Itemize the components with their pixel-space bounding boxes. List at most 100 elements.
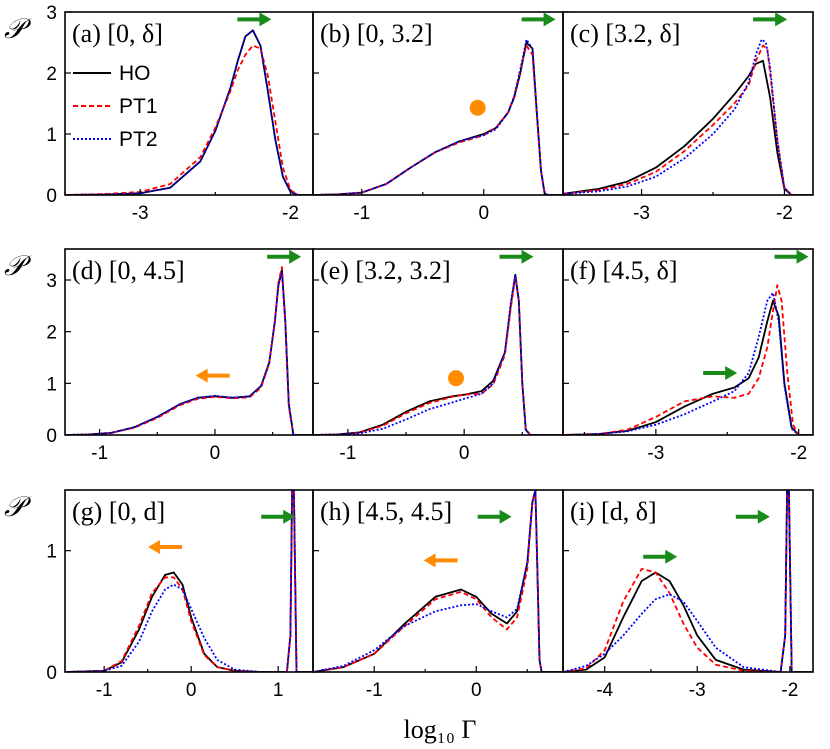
- series-pt2-line: [65, 271, 313, 435]
- y-axis-label-row-3: 𝒫: [4, 492, 32, 523]
- x-tick-label: 0: [471, 680, 482, 701]
- x-tick-label: -1: [91, 443, 108, 464]
- series-ho-line: [563, 490, 813, 672]
- panel-label: (h) [4.5, 4.5]: [320, 497, 452, 526]
- series-pt1-line: [563, 284, 813, 435]
- x-tick-label: -3: [633, 203, 650, 224]
- panel-label: (c) [3.2, δ]: [570, 19, 680, 48]
- panel-label: (d) [0, 4.5]: [72, 256, 185, 285]
- series-group: [563, 284, 813, 435]
- series-ho-line: [65, 268, 313, 435]
- legend-label-pt1: PT1: [119, 95, 158, 118]
- series-ho-line: [313, 273, 563, 435]
- legend-label-pt2: PT2: [119, 128, 158, 151]
- y-tick-label: 1: [46, 125, 57, 146]
- x-tick-label: -2: [282, 203, 299, 224]
- series-pt2-line: [313, 273, 563, 435]
- y-axis-label-row-1: 𝒫: [4, 14, 32, 45]
- series-ho-line: [563, 299, 813, 435]
- series-pt1-line: [563, 490, 813, 672]
- arrow-head-icon: [775, 12, 788, 27]
- panel-a: -3 -2 0 1 2 3 (a) [0, δ] HO PT1 PT2: [46, 3, 314, 224]
- series-group: [563, 490, 813, 672]
- series-pt2-line: [313, 490, 563, 672]
- x-tick-label: -1: [339, 443, 356, 464]
- series-group: [313, 273, 563, 435]
- arrow-head-icon: [259, 12, 272, 27]
- series-pt1-line: [65, 490, 313, 672]
- x-tick-label: -3: [647, 443, 664, 464]
- series-group: [65, 266, 313, 435]
- arrow-head-icon: [543, 12, 556, 27]
- legend-label-ho: HO: [119, 62, 151, 85]
- panel-label: (b) [0, 3.2]: [320, 19, 433, 48]
- arrow-head-icon: [665, 549, 678, 564]
- y-tick-label: 1: [46, 374, 57, 395]
- arrow-head-icon: [757, 509, 770, 524]
- panel-frame: [562, 489, 814, 673]
- arrow-head-icon: [725, 366, 738, 380]
- x-axis-label: log₁₀ Γ: [404, 715, 477, 744]
- series-pt1-line: [65, 44, 313, 195]
- series-group: [65, 490, 313, 672]
- arrow-head-icon: [521, 249, 534, 264]
- panel-frame: [562, 248, 814, 436]
- x-tick-label: -1: [366, 680, 383, 701]
- y-tick-label: 2: [46, 323, 57, 344]
- series-group: [65, 29, 313, 195]
- panel-label: (g) [0, d]: [72, 497, 165, 526]
- series-pt1-line: [313, 276, 563, 435]
- series-group: [313, 490, 563, 672]
- panel-c: -3 -2 (c) [3.2, δ]: [562, 11, 814, 224]
- x-tick-label: -2: [776, 203, 793, 224]
- x-tick-label: -4: [596, 680, 613, 701]
- panel-label: (a) [0, δ]: [72, 19, 163, 48]
- y-tick-label: 3: [46, 3, 57, 24]
- y-tick-label: 0: [46, 663, 57, 684]
- y-tick-label: 2: [46, 64, 57, 85]
- arrow-head-icon: [423, 553, 436, 568]
- panel-f: -3 -2 (f) [4.5, δ]: [562, 248, 814, 464]
- panel-h: -1 0 (h) [4.5, 4.5]: [312, 489, 564, 701]
- x-tick-label: 0: [478, 203, 489, 224]
- x-tick-label: -2: [790, 443, 807, 464]
- y-tick-label: 1: [46, 542, 57, 563]
- series-pt1-line: [313, 44, 563, 195]
- y-tick-label: 3: [46, 271, 57, 292]
- panel-d: -1 0 0 1 2 3 (d) [0, 4.5]: [46, 248, 314, 464]
- arrow-head-icon: [289, 249, 302, 264]
- panel-label: (e) [3.2, 3.2]: [320, 256, 451, 285]
- x-tick-label: -2: [781, 680, 798, 701]
- x-tick-label: -1: [96, 680, 113, 701]
- series-pt2-line: [65, 29, 313, 195]
- x-tick-label: -3: [132, 203, 149, 224]
- arrow-head-icon: [283, 509, 296, 524]
- y-tick-label: 0: [46, 426, 57, 447]
- x-tick-label: 0: [459, 443, 470, 464]
- series-ho-line: [65, 29, 313, 195]
- panel-frame: [562, 11, 814, 196]
- arrow-head-icon: [499, 509, 512, 524]
- series-pt1-line: [65, 266, 313, 435]
- series-ho-line: [313, 41, 563, 195]
- panel-g: -1 0 1 0 1 (g) [0, d]: [46, 489, 314, 701]
- x-tick-label: 1: [273, 680, 284, 701]
- arrow-head-icon: [148, 540, 161, 555]
- marker-dot: [448, 370, 465, 387]
- x-tick-label: 0: [210, 443, 221, 464]
- marker-dot: [469, 99, 486, 116]
- x-tick-label: -1: [353, 203, 370, 224]
- series-pt2-line: [313, 38, 563, 195]
- panel-e: -1 0 (e) [3.2, 3.2]: [312, 248, 564, 464]
- panel-label: (f) [4.5, δ]: [570, 256, 678, 285]
- panel-i: -4 -3 -2 (i) [d, δ]: [562, 489, 814, 701]
- series-pt1-line: [563, 44, 813, 195]
- series-pt2-line: [563, 292, 813, 435]
- series-group: [563, 38, 813, 195]
- panel-label: (i) [d, δ]: [570, 497, 657, 526]
- arrow-head-icon: [796, 249, 809, 264]
- y-tick-label: 0: [46, 186, 57, 207]
- series-pt2-line: [563, 38, 813, 195]
- panel-b: -1 0 (b) [0, 3.2]: [312, 11, 564, 224]
